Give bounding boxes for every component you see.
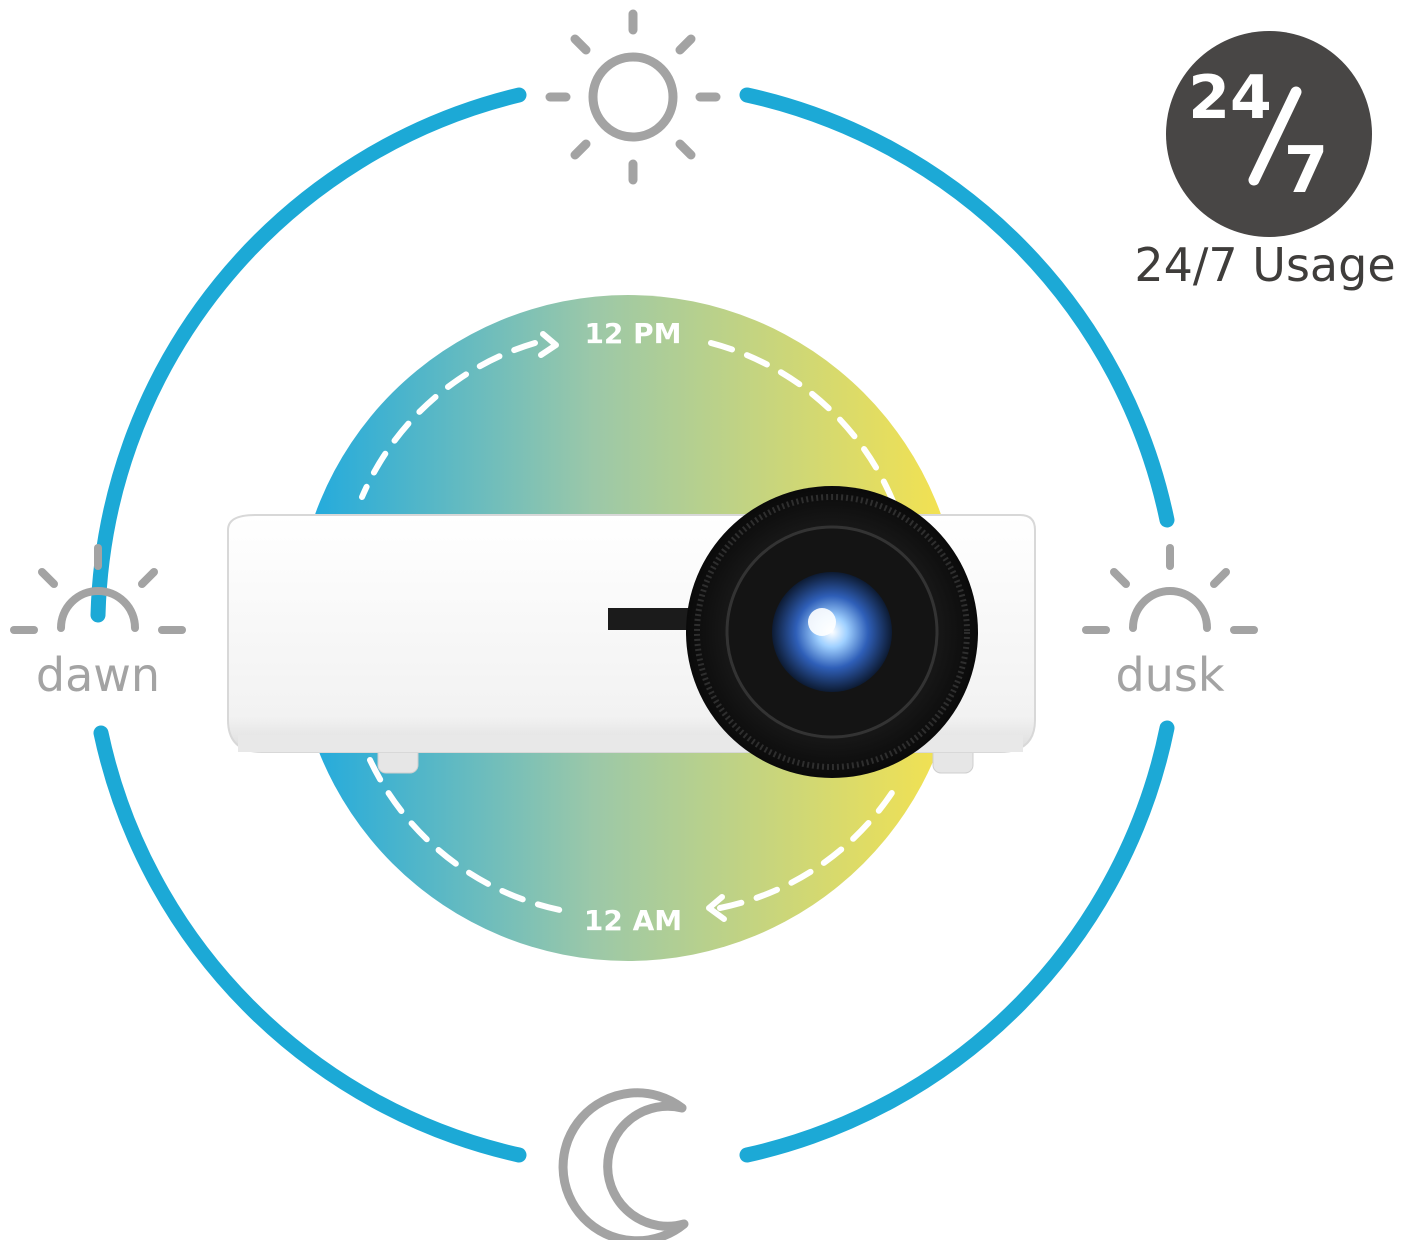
- moon-icon: [558, 1088, 689, 1240]
- sunrise-icon: [10, 544, 186, 634]
- usage-caption: 24/7 Usage: [1134, 238, 1396, 292]
- midnight-marker: 12 AM: [584, 904, 682, 937]
- ring-arc-top-right: [739, 87, 1175, 528]
- dawn-label: dawn: [35, 648, 161, 702]
- sunset-icon: [1082, 544, 1258, 634]
- outer-ring: [90, 87, 1175, 1163]
- ring-arc-top-left: [90, 87, 527, 623]
- cycle-dashed-path: [359, 340, 903, 913]
- noon-marker: 12 PM: [584, 317, 681, 350]
- lens-glass: [772, 572, 892, 692]
- badge-slash: [1248, 86, 1302, 186]
- ring-arc-bottom-right: [739, 720, 1175, 1163]
- badge-number-bottom: 7: [1284, 134, 1329, 208]
- usage-badge: 24 7: [1166, 31, 1372, 237]
- dusk-label: dusk: [1115, 648, 1225, 702]
- arrow-head-icon: [538, 331, 727, 922]
- badge-number-top: 24: [1188, 63, 1272, 133]
- sun-icon: [545, 9, 721, 185]
- ring-arc-bottom-left: [93, 725, 527, 1163]
- projector: [227, 486, 1036, 778]
